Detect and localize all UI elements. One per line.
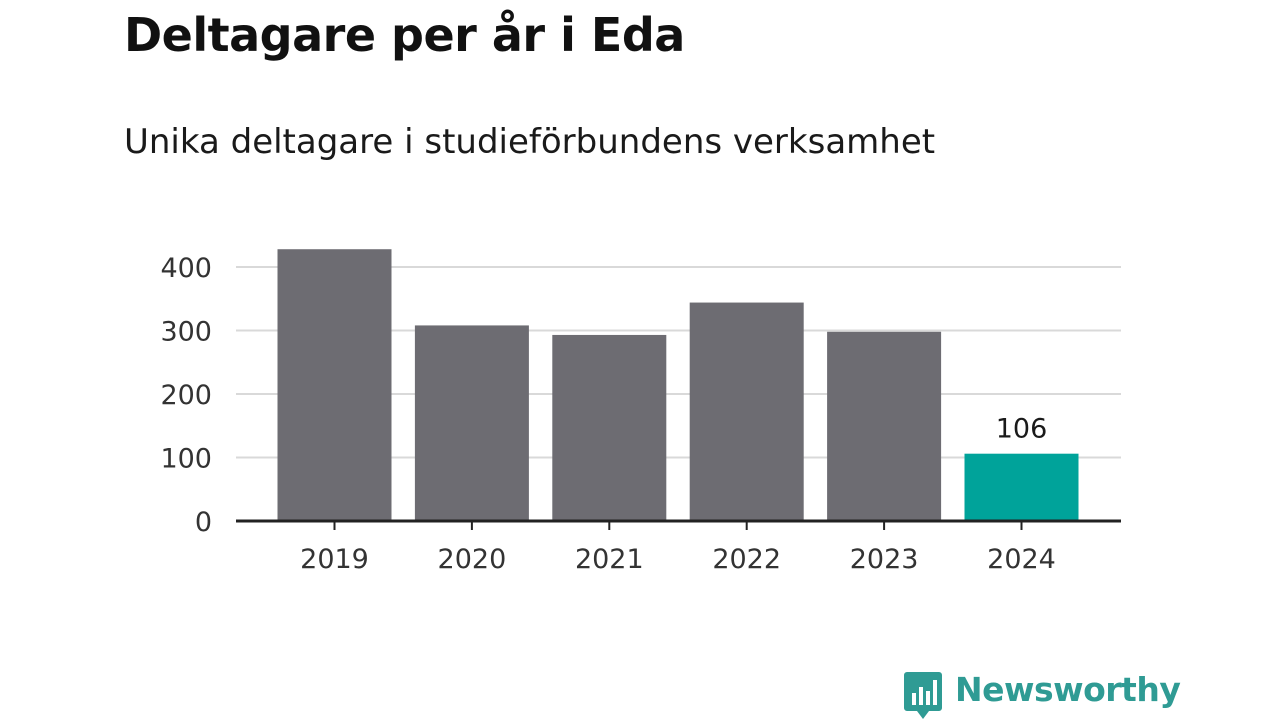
x-tick-label: 2023 [850,544,919,575]
bar-2019 [277,249,392,521]
bar-2020 [414,325,529,521]
x-tick-label: 2024 [987,544,1056,575]
y-tick-label: 300 [160,317,212,348]
x-tick-label: 2019 [300,544,369,575]
x-tick-label: 2022 [712,544,781,575]
y-tick-label: 100 [160,444,212,475]
chart-title: Deltagare per år i Eda [124,8,685,62]
brand-name: Newsworthy [955,670,1181,709]
brand-logo: Newsworthy [903,670,1181,720]
y-tick-label: 0 [195,507,212,538]
bar-2021 [552,334,667,521]
x-tick-label: 2020 [438,544,507,575]
bar-2024 [964,453,1079,521]
y-tick-label: 200 [160,380,212,411]
chart-subtitle: Unika deltagare i studieförbundens verks… [124,122,936,162]
y-tick-label: 400 [160,253,212,284]
x-tick-label: 2021 [575,544,644,575]
bar-2023 [827,331,942,521]
bar-2022 [689,302,804,521]
newsworthy-logo-icon [904,672,942,719]
data-label: 106 [996,414,1048,445]
